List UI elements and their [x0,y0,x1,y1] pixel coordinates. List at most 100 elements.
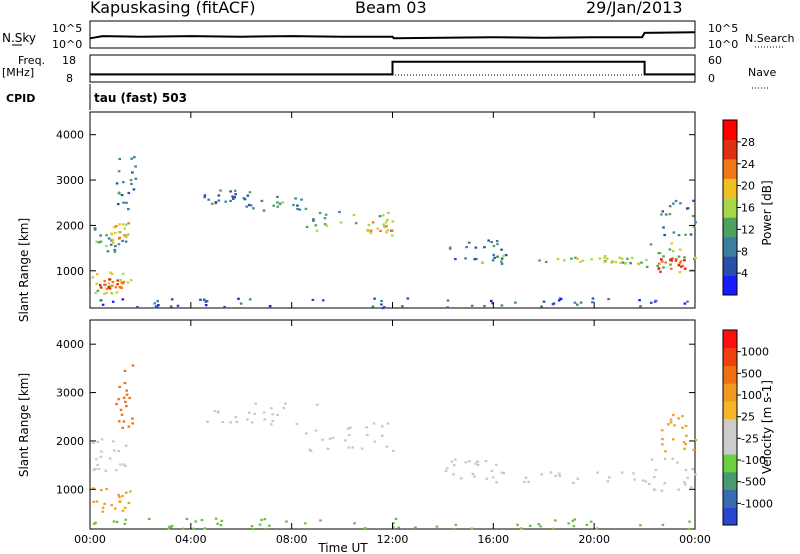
data-cell [567,522,570,525]
data-cell [348,433,351,437]
colorbar-tick-label: 25 [741,411,755,424]
data-cell [657,267,661,270]
data-cell [121,509,125,512]
power-ylabel: Slant Range [km] [17,218,31,322]
data-cell [127,191,131,195]
data-cell [118,500,122,504]
data-cell [107,237,111,240]
data-cell [96,273,99,276]
data-cell [130,157,133,160]
data-cell [679,260,683,263]
data-cell [276,195,279,198]
x-tick-label: 08:00 [276,533,308,546]
data-cell [491,302,494,305]
search-tick-bottom: 10^0 [708,38,738,51]
data-cell [111,241,115,244]
data-cell [347,446,351,449]
data-cell [554,474,557,477]
data-cell [394,517,398,520]
data-cell [125,389,128,392]
data-cell [123,234,126,237]
data-cell [367,230,370,233]
data-cell [116,203,120,206]
data-cell [387,211,390,214]
data-cell [116,283,119,286]
data-cell [552,302,556,305]
noise-sky-line [89,31,696,40]
data-cell [492,244,496,248]
data-cell [311,298,315,301]
data-cell [485,477,489,480]
data-cell [369,229,373,232]
data-cell [689,233,693,236]
data-cell [242,197,246,200]
data-cell [373,297,376,300]
data-cell [92,487,95,490]
data-cell [99,455,103,458]
data-cell [496,243,499,246]
data-cell [354,222,358,225]
y-tick-label: 2000 [56,219,84,232]
data-cell [686,300,689,303]
data-cell [691,215,695,218]
data-cell [323,223,327,226]
data-cell [638,299,641,302]
data-cell [554,519,557,522]
data-cell [672,202,675,205]
freq-line [90,60,695,76]
data-cell [382,223,385,226]
xlabel: Time UT [317,541,368,554]
data-cell [119,408,123,411]
data-cell [131,364,135,367]
data-cell [234,193,237,196]
data-cell [101,303,105,306]
data-cell [579,260,582,263]
data-cell [656,264,659,267]
station-title: Kapuskasing (fitACF) [90,0,256,17]
data-cell [371,305,375,308]
data-cell [471,472,475,475]
data-cell [633,478,636,481]
data-cell [465,246,468,249]
data-cell [108,287,112,290]
data-cell [260,518,263,521]
data-cell [549,471,553,474]
data-cell [124,518,128,521]
data-cell [231,195,234,198]
data-cell [156,300,159,303]
data-cell [661,210,664,213]
data-cell [202,298,206,301]
data-cell [353,522,356,525]
data-cell [276,413,279,416]
colorbar-tick-label: -100 [741,454,766,467]
data-cell [684,233,687,236]
data-cell [127,222,130,225]
data-cell [453,528,456,531]
data-cell [523,480,526,484]
data-cell [681,426,684,429]
data-cell [246,418,249,421]
data-cell [235,420,239,423]
data-cell [203,527,207,530]
colorbar-tick-label: -1000 [741,497,773,510]
data-cell [676,461,679,464]
data-cell [677,255,681,258]
data-cell [619,261,623,264]
data-cell [326,447,330,450]
data-cell [558,475,562,478]
data-cell [470,304,474,307]
data-cell [118,231,121,234]
data-cell [248,411,251,414]
data-cell [115,182,119,185]
colorbar-tick-label: 20 [741,180,755,193]
data-cell [670,242,674,245]
colorbar-tick-label: 8 [741,245,748,258]
data-cell [595,527,599,530]
data-cell [500,471,504,474]
data-cell [130,182,133,186]
data-cell [123,522,127,525]
data-cell [446,299,450,302]
data-cell [589,520,593,523]
data-cell [669,258,673,261]
freq-tick-top: 18 [62,54,76,67]
